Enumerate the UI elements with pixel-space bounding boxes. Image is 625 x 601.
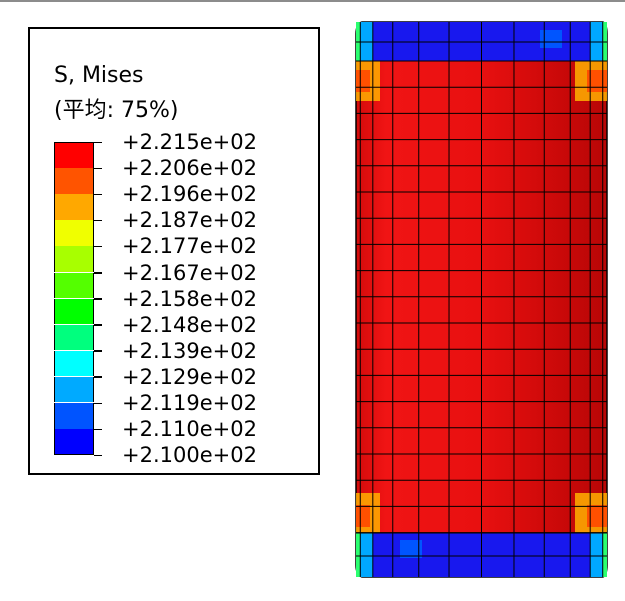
mesh-cell — [590, 533, 603, 577]
legend-value: +2.129e+02 — [122, 364, 257, 389]
stress-hotspot — [587, 505, 607, 527]
legend-swatch — [54, 220, 94, 246]
legend-subtitle: (平均: 75%) — [54, 98, 179, 123]
stress-hotspot — [587, 70, 607, 92]
legend-swatch — [54, 298, 94, 325]
mesh-cell — [372, 533, 393, 577]
legend-value: +2.110e+02 — [122, 417, 257, 442]
legend-tick — [94, 272, 102, 274]
legend-value: +2.196e+02 — [122, 182, 257, 207]
stress-hotspot — [400, 540, 422, 558]
legend-swatch — [54, 142, 94, 168]
top-border — [0, 0, 625, 2]
legend-tick — [94, 167, 102, 170]
legend-tick — [94, 219, 102, 222]
legend-value: +2.139e+02 — [122, 338, 257, 363]
legend-tick — [94, 454, 102, 457]
stress-hotspot — [356, 505, 370, 527]
legend-title: S, Mises — [54, 63, 144, 88]
mesh-cell — [513, 533, 545, 577]
legend-tick — [94, 245, 102, 248]
legend-panel: S, Mises (平均: 75%) +2.215e+02 +2.206e+02… — [28, 27, 320, 475]
legend-swatch — [54, 376, 94, 403]
stress-hotspot — [540, 30, 562, 48]
legend-tick — [94, 350, 102, 352]
legend-swatch — [54, 272, 94, 298]
legend-value: +2.119e+02 — [122, 391, 257, 415]
legend-value: +2.206e+02 — [122, 156, 257, 181]
mesh-cell — [544, 533, 571, 577]
legend-value: +2.158e+02 — [122, 286, 257, 311]
legend-swatch — [54, 429, 94, 455]
legend-value: +2.100e+02 — [122, 443, 257, 468]
legend-swatch — [54, 246, 94, 272]
legend-tick — [94, 141, 102, 143]
legend-value: +2.177e+02 — [122, 234, 257, 259]
legend-swatch — [54, 194, 94, 220]
legend-value: +2.215e+02 — [122, 130, 257, 154]
legend-tick — [94, 428, 102, 431]
mesh-grid — [356, 22, 607, 577]
legend-value: +2.187e+02 — [122, 208, 257, 233]
mesh-cell — [481, 533, 514, 577]
mesh-cell — [418, 533, 450, 577]
mesh-cell — [570, 533, 591, 577]
mesh-cell — [449, 533, 482, 577]
legend-swatch — [54, 403, 94, 429]
mesh-cell — [356, 533, 361, 577]
mesh-cell — [360, 533, 373, 577]
legend-value: +2.148e+02 — [122, 312, 257, 337]
legend-swatch — [54, 324, 94, 351]
legend-tick — [94, 402, 102, 404]
stress-hotspot — [356, 70, 370, 92]
legend-tick — [94, 376, 102, 378]
mesh-cell — [602, 533, 607, 577]
legend-swatch — [54, 168, 94, 194]
legend-tick — [94, 298, 102, 300]
legend-tick — [94, 193, 102, 196]
legend-swatch — [54, 350, 94, 377]
legend-tick — [94, 324, 102, 326]
legend-value: +2.167e+02 — [122, 260, 257, 285]
